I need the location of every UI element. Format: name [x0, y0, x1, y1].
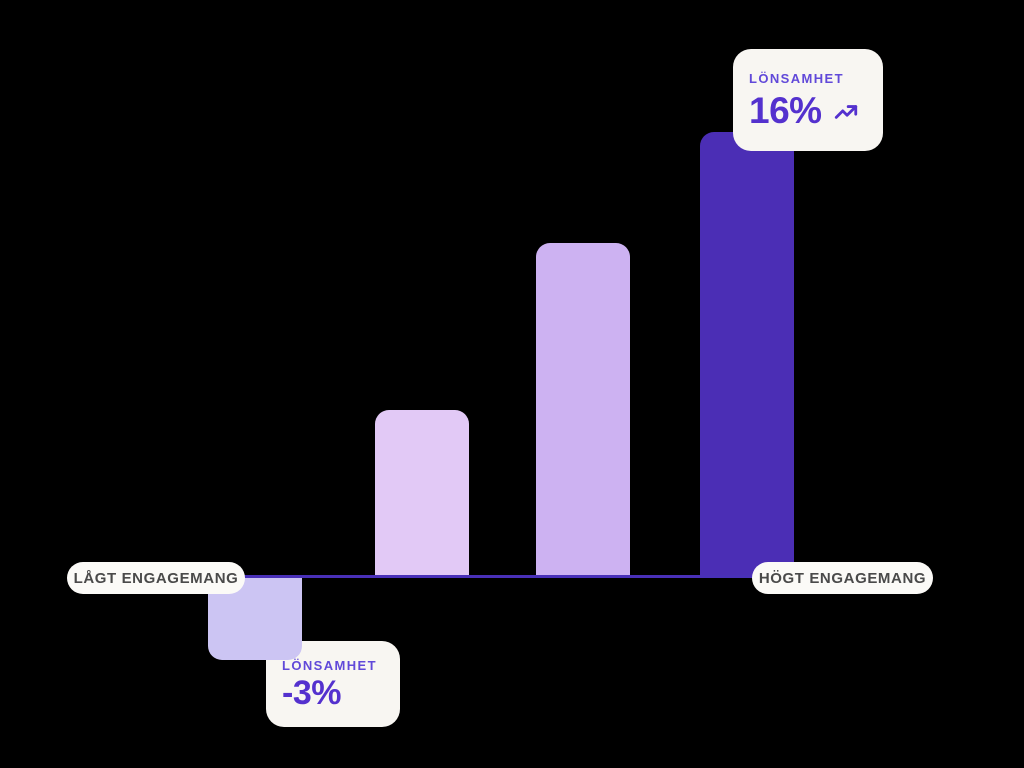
axis-label-low-text: LÅGT ENGAGEMANG [73, 569, 239, 587]
bar-highest-engagement [700, 132, 794, 577]
axis-label-low-engagement: LÅGT ENGAGEMANG [67, 562, 245, 594]
profitability-callout-low: LÖNSAMHET -3% [266, 641, 400, 727]
axis-label-high-engagement: HÖGT ENGAGEMANG [752, 562, 933, 594]
bar-high-mid-engagement [536, 243, 630, 577]
callout-high-label: LÖNSAMHET [749, 71, 844, 86]
callout-low-value: -3% [282, 674, 341, 712]
profitability-callout-high: LÖNSAMHET 16% [733, 49, 883, 151]
trending-up-icon [834, 105, 857, 119]
callout-low-label: LÖNSAMHET [282, 658, 377, 673]
callout-high-value: 16% [749, 90, 822, 131]
axis-label-high-text: HÖGT ENGAGEMANG [758, 569, 927, 587]
bar-low-mid-engagement [375, 410, 469, 577]
x-axis-line [208, 575, 800, 578]
